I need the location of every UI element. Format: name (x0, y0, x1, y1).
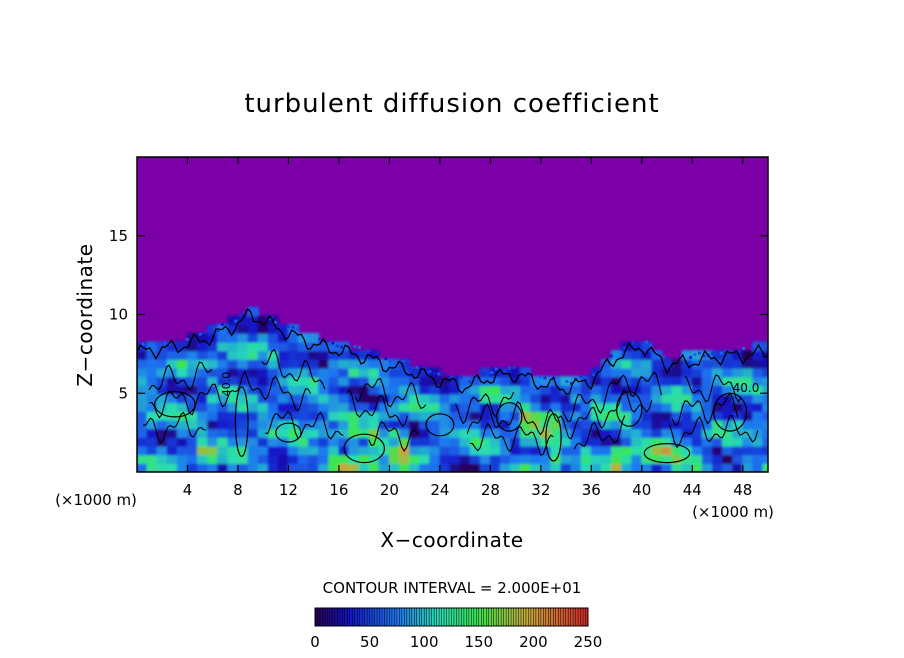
x-unit-label-left: (×1000 m) (55, 491, 137, 509)
contour-label: 40.0 (733, 381, 760, 395)
x-unit-label-right: (×1000 m) (692, 503, 774, 521)
x-tick-label: 44 (683, 481, 702, 499)
colorbar-tick-label: 200 (519, 633, 548, 651)
y-tick-label: 15 (109, 227, 128, 245)
contour-lines (137, 308, 768, 464)
colorbar-tick-label: 250 (574, 633, 603, 651)
contour-label: 40.0 (220, 372, 233, 397)
x-tick-label: 8 (233, 481, 243, 499)
y-axis: 5 10 15 (109, 227, 768, 402)
y-tick-label: 5 (118, 384, 128, 402)
x-tick-label: 16 (329, 481, 348, 499)
x-tick-label: 32 (531, 481, 550, 499)
x-tick-label: 36 (582, 481, 601, 499)
x-tick-label: 28 (481, 481, 500, 499)
x-tick-label: 48 (733, 481, 752, 499)
x-tick-label: 12 (279, 481, 298, 499)
colorbar-tick-label: 100 (410, 633, 439, 651)
colorbar-ticks: 0 50 100 150 200 250 (310, 633, 602, 651)
y-tick-label: 10 (109, 306, 128, 324)
x-axis: 4 8 12 16 20 24 28 32 36 40 44 48 (183, 157, 752, 499)
x-tick-label: 4 (183, 481, 193, 499)
colorbar-tick-label: 0 (310, 633, 320, 651)
colorbar-tick-label: 150 (464, 633, 493, 651)
y-axis-label: Z−coordinate (73, 243, 97, 386)
colorbar-tick-label: 50 (360, 633, 379, 651)
x-tick-label: 20 (380, 481, 399, 499)
x-tick-label: 24 (430, 481, 449, 499)
contour-interval-text: CONTOUR INTERVAL = 2.000E+01 (323, 579, 582, 597)
colorbar (314, 607, 589, 627)
x-axis-label: X−coordinate (380, 528, 523, 552)
x-tick-label: 40 (632, 481, 651, 499)
chart-title: turbulent diffusion coefficient (244, 89, 659, 119)
